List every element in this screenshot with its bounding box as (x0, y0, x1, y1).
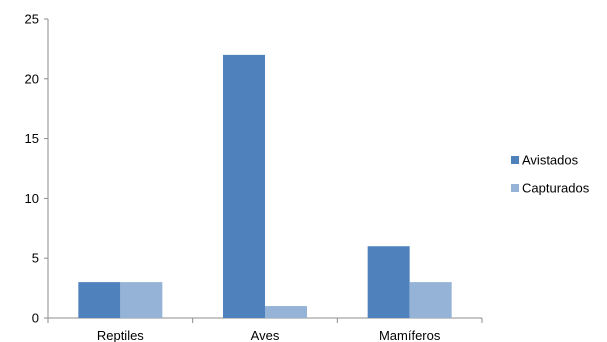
y-tick-label: 0 (32, 311, 39, 326)
legend: Avistados Capturados (511, 153, 590, 196)
y-tick-label: 15 (25, 131, 39, 146)
y-tick-label: 10 (25, 191, 39, 206)
x-tick-label: Reptiles (97, 328, 144, 342)
x-tick-label: Mamíferos (379, 328, 441, 342)
y-tick-label: 20 (25, 71, 39, 86)
x-tick-labels: Reptiles Aves Mamíferos (97, 328, 441, 342)
legend-swatch (511, 156, 519, 164)
y-tick-label: 5 (32, 251, 39, 266)
bars (78, 54, 452, 318)
x-tick-label: Aves (251, 328, 280, 342)
bar-capturados-1 (265, 306, 307, 318)
ticks: 0 5 10 15 20 25 (25, 12, 483, 326)
bar-avistados-0 (78, 282, 121, 318)
bar-avistados-1 (223, 54, 265, 318)
bar-capturados-2 (409, 282, 452, 318)
y-tick-label: 25 (25, 12, 39, 27)
legend-label: Avistados (522, 153, 579, 168)
legend-swatch (511, 184, 519, 192)
bar-avistados-2 (367, 246, 410, 318)
bar-capturados-0 (120, 282, 163, 318)
legend-label: Capturados (522, 181, 590, 196)
